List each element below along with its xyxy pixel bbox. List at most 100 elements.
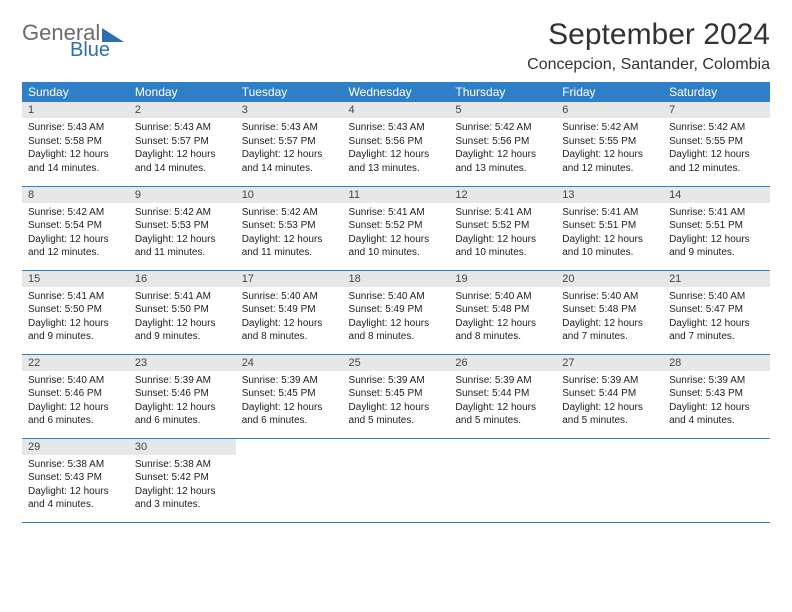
calendar-day-cell: 19Sunrise: 5:40 AMSunset: 5:48 PMDayligh…	[449, 270, 556, 354]
day-number: 4	[343, 102, 450, 118]
sunset-text: Sunset: 5:51 PM	[562, 219, 657, 233]
day-number: 19	[449, 271, 556, 287]
daylight-text: and 7 minutes.	[669, 330, 764, 344]
sunset-text: Sunset: 5:57 PM	[242, 135, 337, 149]
sunset-text: Sunset: 5:46 PM	[135, 387, 230, 401]
day-body: Sunrise: 5:40 AMSunset: 5:49 PMDaylight:…	[343, 287, 450, 348]
calendar-day-cell: 29Sunrise: 5:38 AMSunset: 5:43 PMDayligh…	[22, 438, 129, 522]
daylight-text: and 11 minutes.	[135, 246, 230, 260]
daylight-text: and 13 minutes.	[349, 162, 444, 176]
sunset-text: Sunset: 5:42 PM	[135, 471, 230, 485]
daylight-text: and 12 minutes.	[562, 162, 657, 176]
day-number: 10	[236, 187, 343, 203]
daylight-text: Daylight: 12 hours	[349, 401, 444, 415]
daylight-text: and 5 minutes.	[562, 414, 657, 428]
daylight-text: and 13 minutes.	[455, 162, 550, 176]
day-body: Sunrise: 5:39 AMSunset: 5:45 PMDaylight:…	[343, 371, 450, 432]
sunrise-text: Sunrise: 5:39 AM	[135, 374, 230, 388]
daylight-text: Daylight: 12 hours	[669, 401, 764, 415]
day-body: Sunrise: 5:40 AMSunset: 5:47 PMDaylight:…	[663, 287, 770, 348]
sunrise-text: Sunrise: 5:43 AM	[28, 121, 123, 135]
sunset-text: Sunset: 5:49 PM	[242, 303, 337, 317]
calendar-day-cell: 24Sunrise: 5:39 AMSunset: 5:45 PMDayligh…	[236, 354, 343, 438]
daylight-text: and 9 minutes.	[135, 330, 230, 344]
sunrise-text: Sunrise: 5:39 AM	[669, 374, 764, 388]
daylight-text: and 6 minutes.	[135, 414, 230, 428]
day-body: Sunrise: 5:42 AMSunset: 5:53 PMDaylight:…	[236, 203, 343, 264]
daylight-text: Daylight: 12 hours	[242, 401, 337, 415]
daylight-text: Daylight: 12 hours	[455, 401, 550, 415]
sunrise-text: Sunrise: 5:40 AM	[242, 290, 337, 304]
day-number: 28	[663, 355, 770, 371]
day-number: 26	[449, 355, 556, 371]
day-body: Sunrise: 5:40 AMSunset: 5:48 PMDaylight:…	[449, 287, 556, 348]
day-number: 20	[556, 271, 663, 287]
day-number: 14	[663, 187, 770, 203]
sunset-text: Sunset: 5:45 PM	[349, 387, 444, 401]
day-body: Sunrise: 5:42 AMSunset: 5:56 PMDaylight:…	[449, 118, 556, 179]
daylight-text: and 9 minutes.	[28, 330, 123, 344]
sunrise-text: Sunrise: 5:40 AM	[349, 290, 444, 304]
sunrise-text: Sunrise: 5:39 AM	[455, 374, 550, 388]
daylight-text: Daylight: 12 hours	[669, 233, 764, 247]
daylight-text: and 14 minutes.	[135, 162, 230, 176]
day-number: 5	[449, 102, 556, 118]
calendar-day-cell: 8Sunrise: 5:42 AMSunset: 5:54 PMDaylight…	[22, 186, 129, 270]
calendar-day-cell: 18Sunrise: 5:40 AMSunset: 5:49 PMDayligh…	[343, 270, 450, 354]
day-body: Sunrise: 5:41 AMSunset: 5:51 PMDaylight:…	[663, 203, 770, 264]
day-body: Sunrise: 5:41 AMSunset: 5:50 PMDaylight:…	[129, 287, 236, 348]
sunrise-text: Sunrise: 5:42 AM	[562, 121, 657, 135]
day-number: 1	[22, 102, 129, 118]
calendar-day-cell: 7Sunrise: 5:42 AMSunset: 5:55 PMDaylight…	[663, 102, 770, 186]
day-body: Sunrise: 5:39 AMSunset: 5:44 PMDaylight:…	[449, 371, 556, 432]
calendar-day-cell: 30Sunrise: 5:38 AMSunset: 5:42 PMDayligh…	[129, 438, 236, 522]
sunrise-text: Sunrise: 5:39 AM	[349, 374, 444, 388]
sunset-text: Sunset: 5:56 PM	[455, 135, 550, 149]
sunset-text: Sunset: 5:53 PM	[135, 219, 230, 233]
sunrise-text: Sunrise: 5:40 AM	[455, 290, 550, 304]
sunrise-text: Sunrise: 5:40 AM	[562, 290, 657, 304]
sunset-text: Sunset: 5:48 PM	[562, 303, 657, 317]
sunrise-text: Sunrise: 5:39 AM	[242, 374, 337, 388]
calendar-day-cell: 27Sunrise: 5:39 AMSunset: 5:44 PMDayligh…	[556, 354, 663, 438]
daylight-text: and 3 minutes.	[135, 498, 230, 512]
logo: General Blue	[22, 22, 124, 60]
daylight-text: and 8 minutes.	[349, 330, 444, 344]
sunrise-text: Sunrise: 5:42 AM	[135, 206, 230, 220]
sunrise-text: Sunrise: 5:41 AM	[349, 206, 444, 220]
daylight-text: and 6 minutes.	[242, 414, 337, 428]
daylight-text: Daylight: 12 hours	[135, 317, 230, 331]
sunset-text: Sunset: 5:55 PM	[669, 135, 764, 149]
daylight-text: and 14 minutes.	[28, 162, 123, 176]
daylight-text: Daylight: 12 hours	[28, 148, 123, 162]
daylight-text: and 7 minutes.	[562, 330, 657, 344]
daylight-text: and 6 minutes.	[28, 414, 123, 428]
calendar-day-cell: 3Sunrise: 5:43 AMSunset: 5:57 PMDaylight…	[236, 102, 343, 186]
day-body: Sunrise: 5:42 AMSunset: 5:53 PMDaylight:…	[129, 203, 236, 264]
calendar-body: 1Sunrise: 5:43 AMSunset: 5:58 PMDaylight…	[22, 102, 770, 522]
daylight-text: Daylight: 12 hours	[135, 485, 230, 499]
daylight-text: and 4 minutes.	[28, 498, 123, 512]
day-body: Sunrise: 5:39 AMSunset: 5:44 PMDaylight:…	[556, 371, 663, 432]
sunset-text: Sunset: 5:53 PM	[242, 219, 337, 233]
daylight-text: and 12 minutes.	[669, 162, 764, 176]
sunrise-text: Sunrise: 5:41 AM	[135, 290, 230, 304]
day-body: Sunrise: 5:43 AMSunset: 5:58 PMDaylight:…	[22, 118, 129, 179]
sunset-text: Sunset: 5:52 PM	[349, 219, 444, 233]
calendar-day-cell: 6Sunrise: 5:42 AMSunset: 5:55 PMDaylight…	[556, 102, 663, 186]
calendar-day-cell: 25Sunrise: 5:39 AMSunset: 5:45 PMDayligh…	[343, 354, 450, 438]
sunset-text: Sunset: 5:57 PM	[135, 135, 230, 149]
logo-word-2: Blue	[70, 40, 124, 60]
daylight-text: and 10 minutes.	[349, 246, 444, 260]
calendar-day-cell: 20Sunrise: 5:40 AMSunset: 5:48 PMDayligh…	[556, 270, 663, 354]
calendar-week-row: 29Sunrise: 5:38 AMSunset: 5:43 PMDayligh…	[22, 438, 770, 522]
day-body: Sunrise: 5:38 AMSunset: 5:43 PMDaylight:…	[22, 455, 129, 516]
daylight-text: Daylight: 12 hours	[28, 233, 123, 247]
day-body: Sunrise: 5:38 AMSunset: 5:42 PMDaylight:…	[129, 455, 236, 516]
sunset-text: Sunset: 5:44 PM	[455, 387, 550, 401]
sunset-text: Sunset: 5:47 PM	[669, 303, 764, 317]
sunset-text: Sunset: 5:52 PM	[455, 219, 550, 233]
daylight-text: and 14 minutes.	[242, 162, 337, 176]
daylight-text: Daylight: 12 hours	[349, 148, 444, 162]
day-body: Sunrise: 5:42 AMSunset: 5:55 PMDaylight:…	[663, 118, 770, 179]
